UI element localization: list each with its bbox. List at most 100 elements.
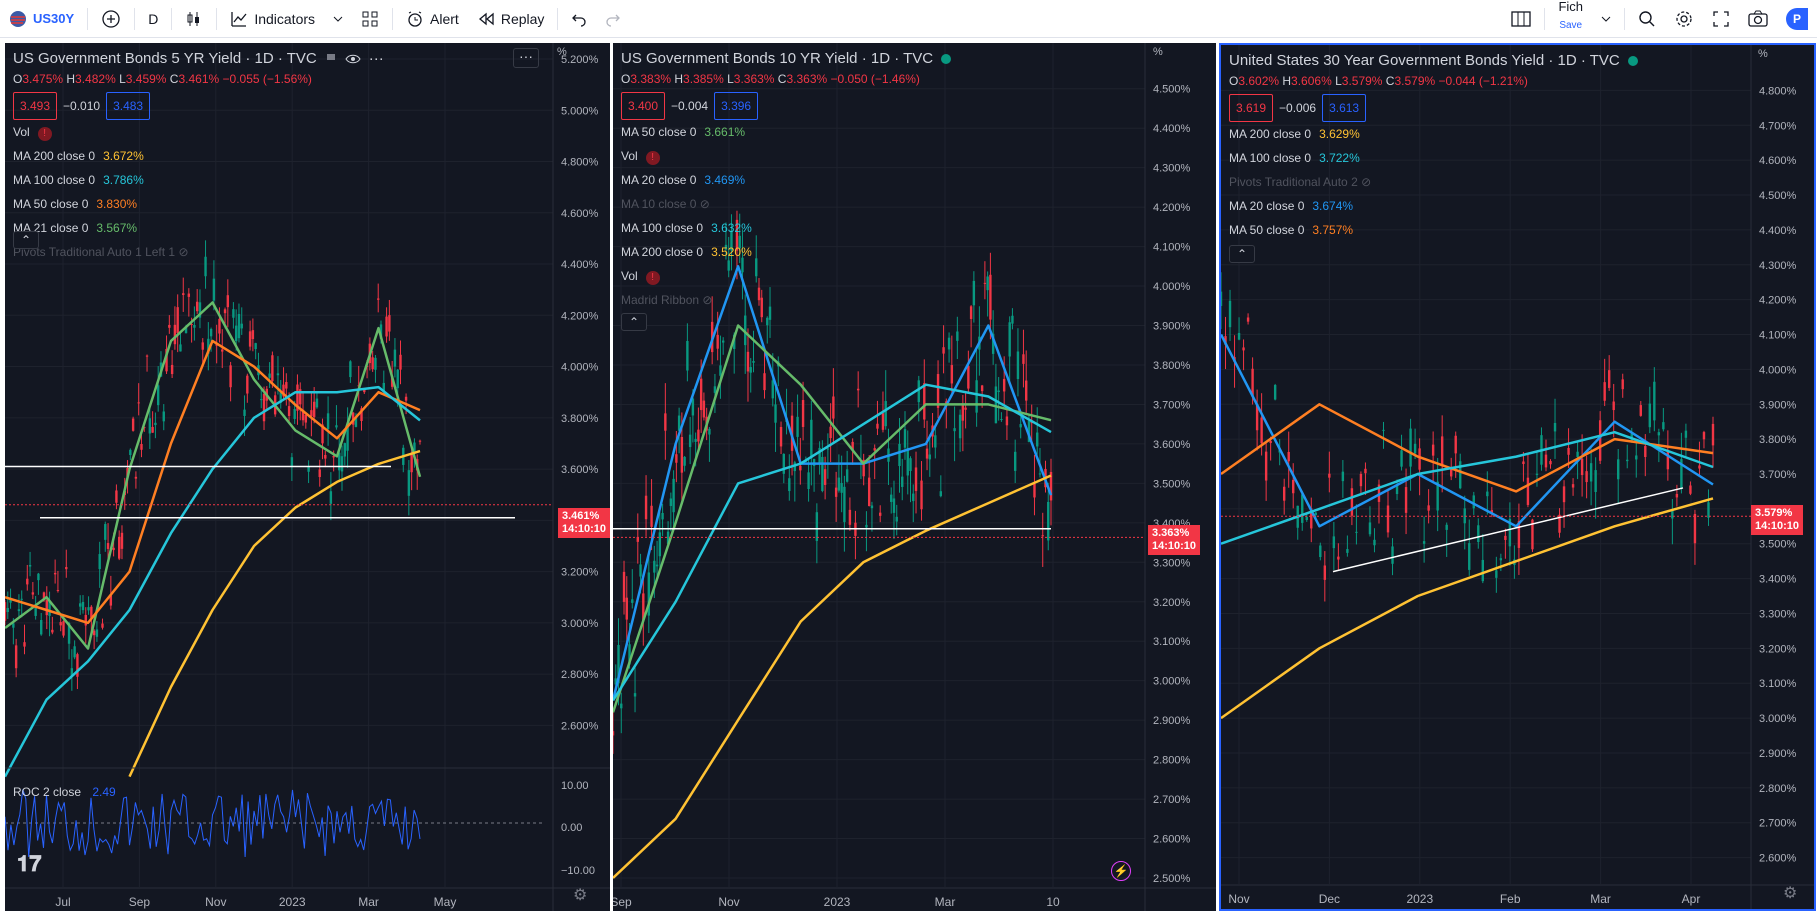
candle-body	[1508, 518, 1512, 547]
warning-icon[interactable]: !	[645, 151, 660, 165]
bid-button[interactable]: 3.400	[621, 92, 666, 120]
ask-button[interactable]: 3.613	[1322, 94, 1367, 122]
candle-body	[260, 399, 263, 401]
layout-button[interactable]	[352, 0, 388, 38]
indicator-row[interactable]: Vol!	[13, 120, 384, 144]
snapshot-button[interactable]	[1739, 0, 1777, 38]
indicator-row[interactable]: MA 10 close 0 ⊘	[621, 192, 951, 216]
candle-body	[195, 301, 199, 312]
candle-body	[315, 398, 319, 408]
x-tick-label: Mar	[358, 895, 379, 909]
tradingview-logo[interactable]: 𝟏𝟕	[17, 851, 42, 876]
chart-canvas-5yr[interactable]: 5.200% 5.000% 4.800% 4.600% 4.400% 4.200% 4.00…	[5, 43, 610, 911]
candle-body	[299, 389, 302, 405]
candle-body	[1332, 536, 1336, 549]
candle-body	[1027, 420, 1031, 442]
indicators-dropdown[interactable]	[324, 0, 352, 38]
indicator-row[interactable]: Madrid Ribbon ⊘	[621, 288, 951, 312]
indicators-button[interactable]: Indicators	[221, 0, 324, 38]
candle-body	[936, 374, 940, 408]
candle-body	[1440, 436, 1444, 465]
candle-body	[1016, 351, 1020, 380]
fullscreen-button[interactable]	[1703, 0, 1739, 38]
indicator-row[interactable]: MA 100 close 0 3.786%	[13, 168, 384, 192]
save-layout-button[interactable]: Fich Save	[1549, 0, 1592, 38]
indicator-row[interactable]: MA 20 close 0 3.469%	[621, 168, 951, 192]
indicator-row[interactable]: Pivots Traditional Auto 2 ⊘	[1229, 170, 1638, 194]
candle-body	[243, 409, 246, 416]
indicator-value: 3.567%	[96, 221, 138, 235]
collapse-legend-button[interactable]: ⌃	[13, 231, 39, 249]
chart-pane-10yr[interactable]: 4.500% 4.400% 4.300% 4.200% 4.100% 4.000% 3.90…	[613, 43, 1216, 911]
hidden-eye-icon[interactable]: ⊘	[1357, 175, 1372, 189]
symbol-search-button[interactable]: US30Y	[0, 0, 83, 38]
indicator-row[interactable]: MA 50 close 0 3.757%	[1229, 218, 1638, 242]
search-button[interactable]	[1629, 0, 1665, 38]
candle-body	[385, 316, 388, 337]
indicator-row[interactable]: MA 200 close 0 3.672%	[13, 144, 384, 168]
more-icon[interactable]: ···	[368, 50, 384, 67]
candle-body	[371, 357, 374, 370]
candle-body	[1693, 513, 1697, 544]
warning-icon[interactable]: !	[37, 127, 52, 141]
warning-icon[interactable]: !	[645, 271, 660, 285]
interval-button[interactable]: D	[139, 0, 167, 38]
profile-button[interactable]: P	[1777, 0, 1817, 38]
collapse-legend-button[interactable]: ⌃	[621, 313, 647, 331]
eye-icon[interactable]	[345, 53, 361, 65]
candle-body	[628, 644, 631, 665]
candle-body	[1025, 380, 1028, 401]
candle-body	[876, 423, 879, 429]
legend-30yr: United States 30 Year Government Bonds Y…	[1229, 49, 1638, 242]
indicator-row[interactable]: MA 50 close 0 3.661%	[621, 120, 951, 144]
candle-body	[727, 260, 730, 271]
candle-body	[975, 380, 978, 413]
interval-label: D	[148, 10, 159, 27]
indicator-row[interactable]: MA 50 close 0 3.830%	[13, 192, 384, 216]
alert-button[interactable]: Alert	[397, 0, 468, 38]
undo-button[interactable]	[562, 0, 596, 38]
indicator-row[interactable]: Pivots Traditional Auto 1 Left 1 ⊘	[13, 240, 384, 264]
bid-button[interactable]: 3.619	[1229, 94, 1274, 122]
lightning-icon[interactable]: ⚡	[1111, 861, 1131, 881]
hidden-eye-icon[interactable]: ⊘	[699, 293, 713, 307]
candle-body	[914, 467, 918, 491]
indicator-row[interactable]: MA 200 close 0 3.629%	[1229, 122, 1638, 146]
compare-button[interactable]	[92, 0, 130, 38]
candle-body	[664, 413, 667, 431]
indicator-row[interactable]: Vol!	[621, 264, 951, 288]
layout-select-button[interactable]	[1502, 0, 1540, 38]
pane-more-button[interactable]: ···	[513, 48, 539, 68]
settings-button[interactable]	[1665, 0, 1703, 38]
redo-button[interactable]	[596, 0, 630, 38]
indicator-row[interactable]: Vol!	[621, 144, 951, 168]
chart-type-button[interactable]	[176, 0, 212, 38]
replay-button[interactable]: Replay	[468, 0, 554, 38]
collapse-legend-button[interactable]: ⌃	[1229, 245, 1255, 263]
hidden-eye-icon[interactable]: ⊘	[175, 245, 189, 259]
flag-marker-icon[interactable]	[325, 53, 337, 65]
chart-settings-icon[interactable]: ⚙	[573, 887, 588, 904]
indicator-row[interactable]: MA 20 close 0 3.674%	[1229, 194, 1638, 218]
y-tick-label: 4.100%	[1153, 242, 1191, 254]
unit-label: %	[557, 46, 567, 58]
y-tick-label: 4.500%	[1759, 190, 1797, 202]
indicator-row[interactable]: MA 100 close 0 3.722%	[1229, 146, 1638, 170]
ask-button[interactable]: 3.396	[714, 92, 759, 120]
chart-pane-5yr[interactable]: 5.200% 5.000% 4.800% 4.600% 4.400% 4.200% 4.00…	[5, 43, 610, 911]
bid-button[interactable]: 3.493	[13, 92, 58, 120]
candle-body	[873, 448, 876, 451]
indicator-row[interactable]: MA 21 close 0 3.567%	[13, 216, 384, 240]
candle-body	[845, 469, 849, 482]
chart-canvas-10yr[interactable]: 4.500% 4.400% 4.300% 4.200% 4.100% 4.000% 3.90…	[613, 43, 1216, 911]
ask-button[interactable]: 3.483	[106, 92, 151, 120]
chart-settings-icon[interactable]: ⚙	[1783, 885, 1798, 902]
chart-pane-30yr[interactable]: 4.800% 4.700% 4.600% 4.500% 4.400% 4.300% 4.20…	[1219, 43, 1816, 911]
chart-title: US Government Bonds 5 YR Yield · 1D · TV…	[13, 47, 384, 71]
candle-body	[354, 417, 358, 427]
candle-body	[218, 318, 221, 334]
indicator-row[interactable]: MA 100 close 0 3.632%	[621, 216, 951, 240]
hidden-eye-icon[interactable]: ⊘	[696, 197, 710, 211]
indicator-row[interactable]: MA 200 close 0 3.520%	[621, 240, 951, 264]
save-dropdown[interactable]	[1592, 0, 1620, 38]
